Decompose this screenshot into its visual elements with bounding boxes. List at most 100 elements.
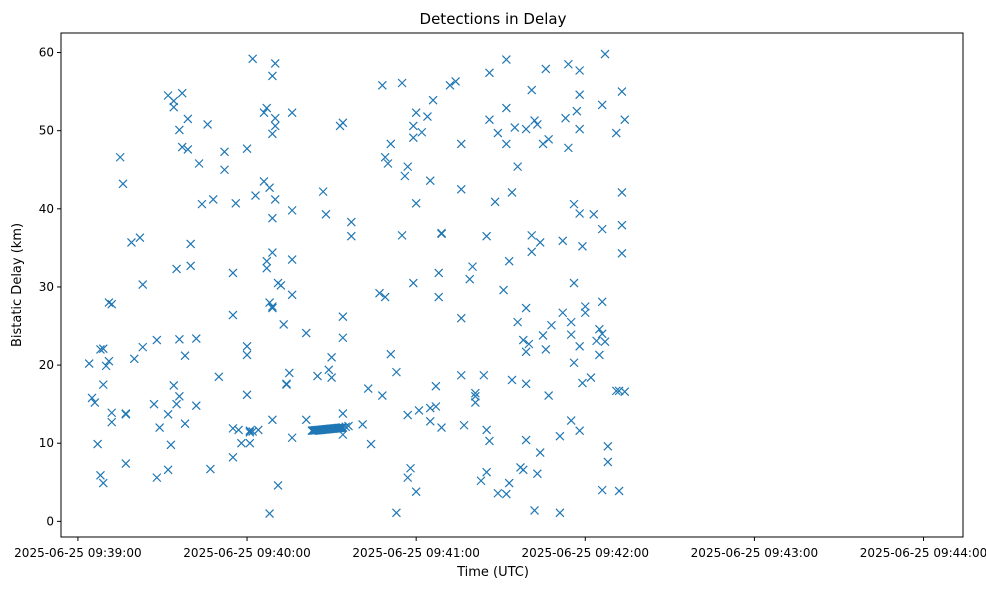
scatter-point	[603, 457, 613, 467]
scatter-point	[575, 124, 585, 134]
scatter-point	[93, 439, 103, 449]
scatter-point	[482, 231, 492, 241]
scatter-point	[346, 217, 356, 227]
scatter-point	[96, 470, 105, 480]
scatter-point	[287, 433, 297, 443]
scatter-point	[287, 205, 297, 215]
scatter-point	[397, 78, 407, 88]
scatter-point	[169, 380, 179, 390]
scatter-point	[163, 465, 173, 475]
scatter-point	[541, 345, 551, 354]
scatter-point	[163, 409, 173, 419]
scatter-point	[346, 231, 356, 241]
plot-area	[84, 49, 630, 518]
scatter-point	[236, 438, 246, 448]
x-tick-label: 2025-06-25 09:44:00	[860, 546, 986, 560]
scatter-point	[532, 469, 542, 479]
scatter-point	[563, 143, 573, 153]
scatter-point	[414, 405, 424, 415]
scatter-point	[265, 298, 275, 308]
scatter-point	[408, 133, 418, 143]
scatter-point	[456, 313, 466, 323]
scatter-point	[437, 423, 446, 433]
scatter-point	[203, 119, 212, 129]
scatter-point	[101, 361, 111, 371]
scatter-point	[208, 195, 218, 204]
scatter-point	[135, 233, 145, 243]
scatter-point	[493, 128, 503, 138]
scatter-point	[493, 488, 503, 498]
scatter-point	[172, 399, 181, 409]
scatter-point	[380, 292, 390, 302]
scatter-point	[318, 187, 328, 197]
scatter-point	[485, 68, 494, 78]
scatter-point	[138, 342, 148, 352]
scatter-point	[248, 54, 258, 64]
scatter-point	[547, 320, 556, 330]
scatter-point	[589, 209, 599, 219]
scatter-markers	[84, 49, 630, 518]
scatter-point	[186, 239, 196, 249]
scatter-point	[538, 139, 548, 149]
scatter-point	[501, 489, 511, 499]
scatter-point	[620, 115, 630, 125]
scatter-point	[425, 176, 435, 186]
scatter-point	[392, 508, 401, 518]
scatter-point	[527, 85, 537, 95]
scatter-point	[183, 145, 193, 154]
scatter-point	[321, 209, 331, 219]
scatter-point	[267, 248, 277, 257]
scatter-point	[558, 308, 568, 318]
scatter-point	[470, 388, 480, 398]
scatter-point	[445, 80, 455, 90]
scatter-point	[470, 391, 480, 401]
scatter-point	[408, 278, 418, 288]
scatter-point	[228, 423, 238, 433]
scatter-point	[267, 129, 277, 139]
scatter-point	[338, 118, 348, 128]
plot-frame	[60, 32, 964, 538]
scatter-point	[617, 248, 627, 258]
scatter-point	[98, 380, 108, 390]
x-axis-label: Time (UTC)	[456, 565, 529, 580]
scatter-point	[242, 390, 252, 400]
scatter-point	[138, 280, 148, 290]
scatter-point	[597, 329, 607, 339]
y-tick-label: 50	[39, 124, 54, 138]
scatter-point	[532, 119, 542, 129]
scatter-point	[411, 198, 421, 208]
scatter-point	[575, 341, 585, 351]
scatter-point	[558, 236, 568, 246]
scatter-point	[104, 298, 114, 308]
scatter-point	[214, 372, 224, 382]
scatter-point	[270, 195, 280, 204]
scatter-point	[530, 506, 539, 515]
scatter-point	[287, 290, 297, 300]
scatter-point	[392, 367, 401, 377]
scatter-point	[485, 436, 494, 446]
scatter-point	[270, 121, 280, 131]
scatter-point	[169, 96, 179, 106]
scatter-point	[262, 263, 272, 273]
scatter-point	[411, 108, 421, 118]
scatter-point	[180, 351, 190, 361]
scatter-point	[166, 440, 176, 450]
scatter-point	[603, 441, 613, 451]
scatter-point	[267, 303, 277, 313]
scatter-point	[262, 103, 272, 113]
scatter-point	[191, 334, 201, 343]
scatter-point	[459, 420, 469, 430]
scatter-point	[521, 303, 531, 313]
scatter-point	[518, 465, 528, 475]
scatter-point	[521, 347, 531, 357]
scatter-point	[380, 152, 390, 162]
scatter-point	[425, 416, 435, 426]
scatter-point	[386, 349, 396, 359]
scatter-point	[287, 108, 297, 118]
scatter-point	[468, 262, 477, 272]
scatter-point	[575, 209, 585, 218]
scatter-point	[501, 55, 511, 64]
scatter-point	[490, 197, 500, 207]
